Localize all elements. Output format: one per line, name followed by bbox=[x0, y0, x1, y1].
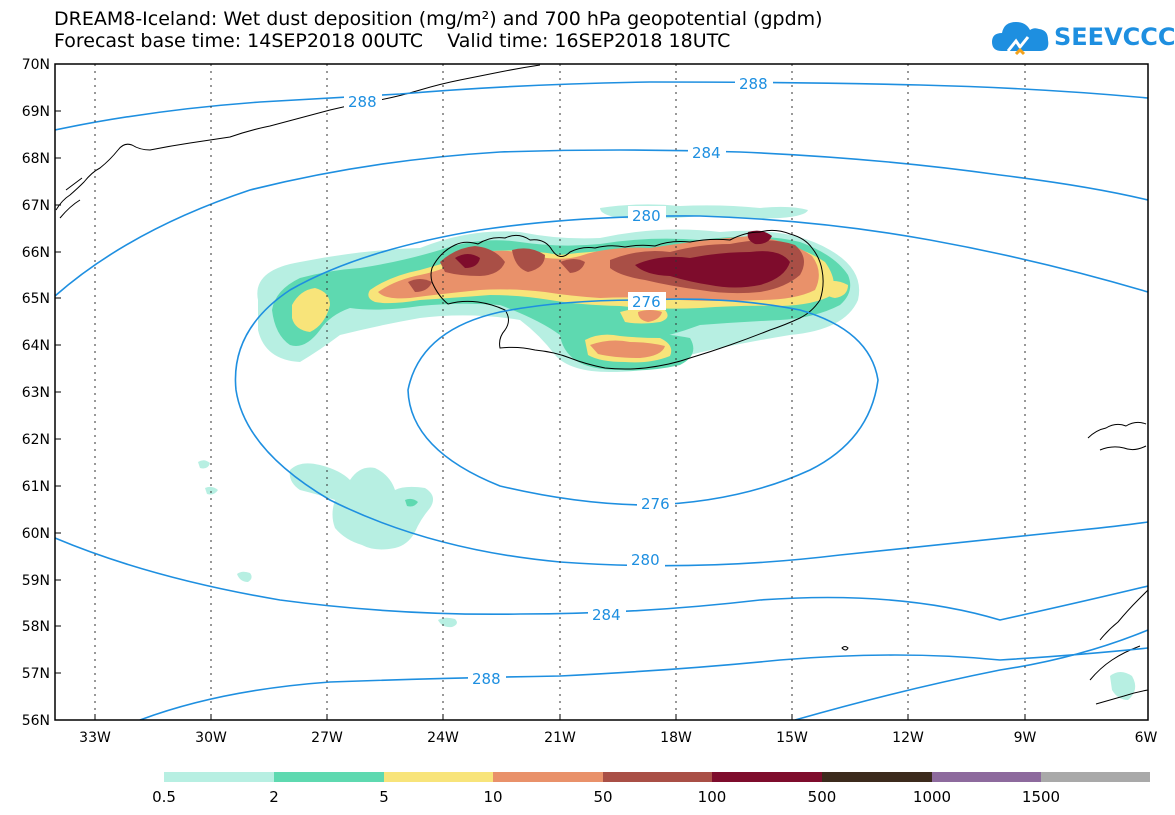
contour-label: 288 bbox=[348, 93, 377, 111]
contour-label: 276 bbox=[632, 293, 661, 311]
lon-label: 27W bbox=[311, 730, 343, 746]
lon-label: 15W bbox=[776, 730, 808, 746]
lon-label: 30W bbox=[195, 730, 227, 746]
lat-label: 60N bbox=[22, 526, 50, 542]
lon-label: 6W bbox=[1135, 730, 1158, 746]
legend-label: 0.5 bbox=[152, 788, 176, 806]
contour-label: 276 bbox=[641, 495, 670, 513]
lat-label: 66N bbox=[22, 245, 50, 261]
logo-text: SEEVCCC bbox=[1054, 23, 1175, 51]
legend-label: 500 bbox=[808, 788, 837, 806]
legend-swatch bbox=[1041, 772, 1150, 782]
lat-label: 62N bbox=[22, 432, 50, 448]
lat-label: 64N bbox=[22, 338, 50, 354]
legend-swatch bbox=[493, 772, 603, 782]
legend-label: 2 bbox=[269, 788, 279, 806]
legend-label: 100 bbox=[698, 788, 727, 806]
legend-swatch bbox=[932, 772, 1041, 782]
legend-label: 1500 bbox=[1022, 788, 1060, 806]
map-title: DREAM8-Iceland: Wet dust deposition (mg/… bbox=[54, 8, 823, 30]
axis-ticks bbox=[55, 63, 1026, 720]
legend-swatch bbox=[164, 772, 274, 782]
lat-label: 59N bbox=[22, 573, 50, 589]
legend-label: 50 bbox=[593, 788, 612, 806]
lat-label: 56N bbox=[22, 713, 50, 729]
lat-label: 61N bbox=[22, 479, 50, 495]
lat-label: 68N bbox=[22, 151, 50, 167]
map-subtitle: Forecast base time: 14SEP2018 00UTC Vali… bbox=[54, 30, 731, 52]
coastlines bbox=[55, 64, 1148, 705]
contour-labels: 288 288 284 280 276 276 280 284 288 bbox=[344, 74, 773, 688]
contour-label: 284 bbox=[592, 606, 621, 624]
lat-label: 57N bbox=[22, 666, 50, 682]
legend-label: 5 bbox=[379, 788, 389, 806]
lat-label: 70N bbox=[22, 57, 50, 73]
contour-label: 288 bbox=[739, 75, 768, 93]
contour-label: 288 bbox=[472, 670, 501, 688]
lon-label: 21W bbox=[544, 730, 576, 746]
dust-deposition-field bbox=[198, 204, 1136, 700]
lat-label: 58N bbox=[22, 619, 50, 635]
legend-label: 10 bbox=[483, 788, 502, 806]
lon-label: 33W bbox=[79, 730, 111, 746]
color-legend: 0.5 2 5 10 50 100 500 1000 1500 bbox=[152, 772, 1150, 806]
legend-label: 1000 bbox=[913, 788, 951, 806]
legend-swatch bbox=[712, 772, 822, 782]
contour-label: 280 bbox=[631, 551, 660, 569]
lat-label: 69N bbox=[22, 104, 50, 120]
legend-swatch bbox=[384, 772, 493, 782]
lat-label: 63N bbox=[22, 385, 50, 401]
lon-label: 9W bbox=[1014, 730, 1037, 746]
legend-swatch bbox=[274, 772, 384, 782]
cloud-icon bbox=[992, 22, 1049, 56]
latitude-labels: 70N 69N 68N 67N 66N 65N 64N 63N 62N 61N … bbox=[22, 57, 50, 729]
lat-label: 67N bbox=[22, 198, 50, 214]
lon-label: 18W bbox=[660, 730, 692, 746]
lat-label: 65N bbox=[22, 291, 50, 307]
geopotential-contours bbox=[55, 81, 1148, 720]
longitude-labels: 33W 30W 27W 24W 21W 18W 15W 12W 9W 6W bbox=[79, 730, 1157, 746]
seevccc-logo: SEEVCCC bbox=[990, 17, 1175, 59]
lon-label: 12W bbox=[892, 730, 924, 746]
gridlines bbox=[94, 64, 1026, 720]
contour-label: 280 bbox=[632, 207, 661, 225]
legend-swatch bbox=[822, 772, 932, 782]
lon-label: 24W bbox=[427, 730, 459, 746]
contour-label: 284 bbox=[692, 144, 721, 162]
legend-swatch bbox=[603, 772, 712, 782]
